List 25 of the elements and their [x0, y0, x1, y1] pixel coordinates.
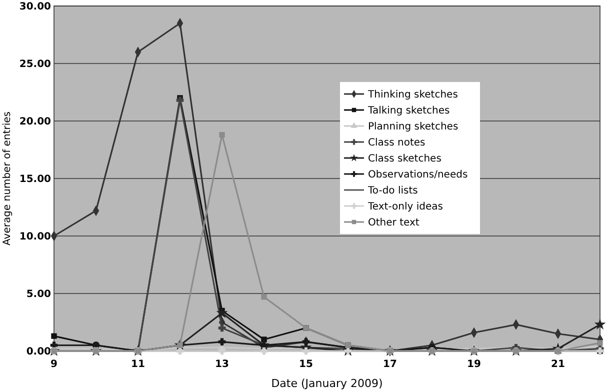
- legend-label: Talking sketches: [367, 106, 450, 116]
- x-tick-label: 11: [131, 359, 145, 370]
- y-tick-label: 15.00: [19, 174, 52, 185]
- legend-label: Observations/needs: [368, 170, 468, 180]
- y-tick-label: 30.00: [19, 2, 52, 12]
- legend-label: Class sketches: [368, 154, 442, 164]
- y-tick-label: 25.00: [19, 59, 52, 70]
- x-tick-label: 9: [50, 359, 58, 370]
- x-tick-label: 15: [299, 359, 313, 370]
- x-axis-title: Date (January 2009): [271, 377, 383, 390]
- legend-label: To-do lists: [367, 186, 418, 196]
- y-tick-label: 20.00: [19, 116, 52, 128]
- y-axis-title: Average number of entries: [2, 112, 13, 246]
- x-tick-label: 19: [467, 359, 481, 370]
- x-tick-label: 21: [551, 359, 565, 370]
- x-tick-label: 17: [383, 359, 397, 370]
- legend-label: Text-only ideas: [367, 202, 443, 212]
- y-tick-label: 10.00: [19, 232, 52, 242]
- legend-label: Thinking sketches: [367, 90, 458, 100]
- x-tick-label: 13: [215, 359, 229, 370]
- y-tick-label: 5.00: [26, 289, 52, 300]
- legend-label: Class notes: [368, 138, 426, 148]
- legend-label: Planning sketches: [368, 122, 458, 132]
- y-tick-label: 0.00: [26, 346, 52, 358]
- legend-label: Other text: [368, 218, 420, 228]
